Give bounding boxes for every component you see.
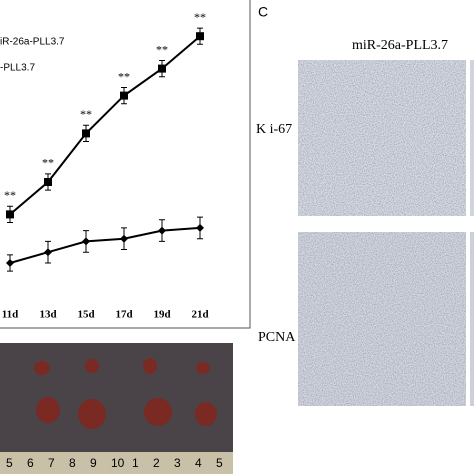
marker — [158, 64, 166, 73]
significance: ** — [42, 156, 54, 170]
marker — [82, 129, 90, 138]
chart-frame — [0, 0, 251, 329]
significance: ** — [80, 107, 92, 121]
row-label: PCNA — [258, 330, 296, 345]
panel-label: C — [258, 4, 268, 20]
ruler-label: 4 — [195, 456, 202, 470]
significance: ** — [118, 69, 130, 83]
x-tick-label: 15d — [77, 309, 94, 321]
micrograph — [298, 232, 474, 406]
ruler-label: 8 — [69, 456, 76, 470]
x-tick-label: 21d — [191, 309, 208, 321]
marker — [120, 234, 128, 243]
tumor-photo — [0, 343, 233, 474]
ruler-label: 2 — [153, 456, 160, 470]
marker — [120, 91, 128, 100]
marker — [158, 226, 166, 235]
x-tick-label: 13d — [39, 309, 56, 321]
significance: ** — [156, 42, 168, 56]
ruler-label: 9 — [90, 456, 97, 470]
marker — [196, 223, 204, 232]
marker — [6, 210, 14, 219]
significance: ** — [4, 188, 16, 202]
marker — [44, 248, 52, 257]
ruler-label: 7 — [48, 456, 55, 470]
column-title: miR-26a-PLL3.7 — [352, 38, 448, 53]
row-label: K i-67 — [256, 122, 292, 137]
x-tick-label: 11d — [2, 309, 19, 321]
ruler-label: 5 — [6, 456, 13, 470]
marker — [44, 178, 52, 186]
series-line — [9, 226, 201, 264]
ruler-label: 1 — [132, 456, 139, 470]
micrograph — [298, 60, 474, 216]
significance: ** — [194, 10, 206, 24]
x-tick-label: 19d — [153, 309, 170, 321]
marker — [82, 237, 90, 246]
marker — [6, 259, 14, 267]
ruler-label: 6 — [27, 456, 34, 470]
ruler: 5 6 7 8 9 10 1 2 3 4 5 — [6, 456, 223, 470]
series-line — [9, 35, 201, 216]
legend-label: iR-26a-PLL3.7 — [0, 37, 65, 48]
marker — [196, 32, 204, 41]
x-tick-label: 17d — [115, 309, 132, 321]
ruler-label: 10 — [111, 456, 125, 470]
legend-label: -PLL3.7 — [0, 63, 35, 74]
ruler-label: 5 — [216, 456, 223, 470]
ruler-label: 3 — [174, 456, 181, 470]
